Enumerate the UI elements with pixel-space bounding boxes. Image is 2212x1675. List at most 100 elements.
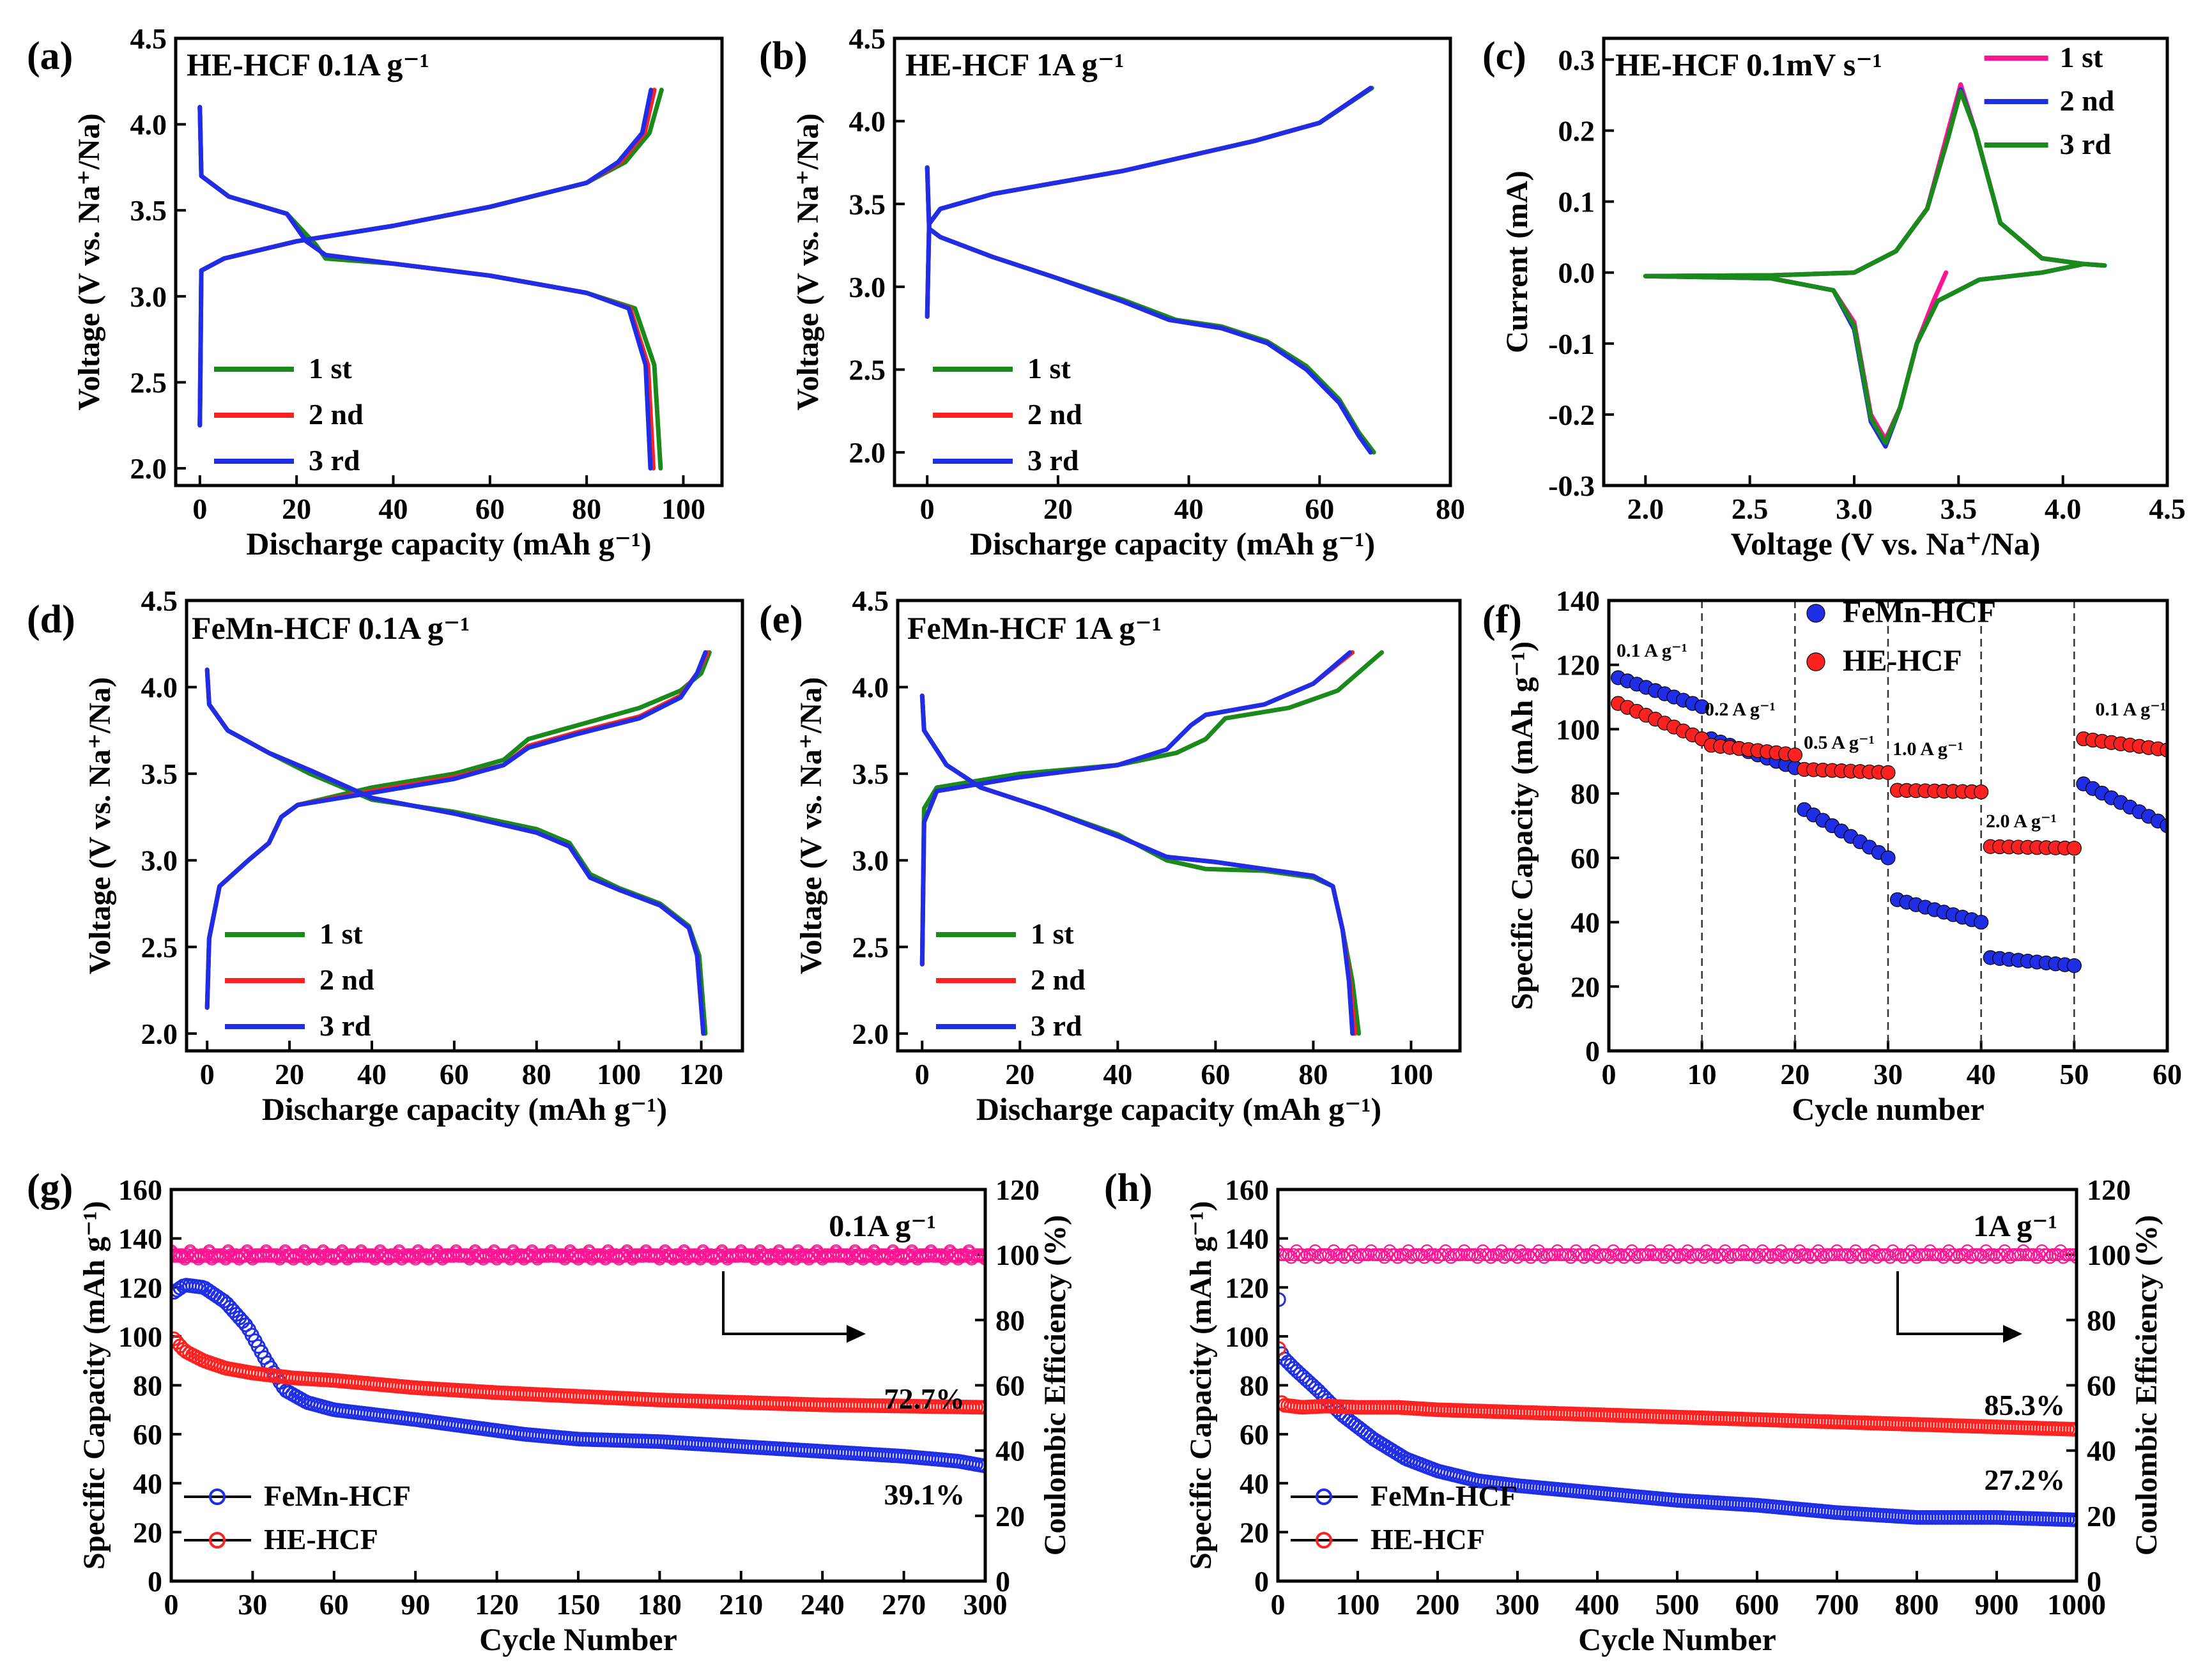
x-tick-label-b-4: 80 (1436, 493, 1465, 525)
retention-he-g: 72.7% (884, 1382, 965, 1415)
data-point-f-0-40 (1974, 914, 1989, 930)
ce-point-g-3-167 (618, 1248, 631, 1262)
ce-point-h-3-244 (1921, 1248, 1934, 1262)
y-tick-label-d-2: 3.0 (141, 845, 178, 877)
ce-point-h-3-299 (2067, 1248, 2077, 1262)
x-tick-label-f-3: 30 (1873, 1058, 1903, 1090)
y-tick-label-g-7: 140 (118, 1223, 162, 1255)
x-tick-label-f-4: 40 (1967, 1058, 1996, 1090)
arrow-line-g (722, 1271, 847, 1335)
ce-point-h-3-167 (1716, 1248, 1729, 1262)
ce-point-g-3-289 (949, 1248, 962, 1262)
plot-frame-g (169, 1188, 987, 1583)
y-tick-label-h-5: 100 (1225, 1320, 1269, 1353)
ce-point-h-3-139 (1641, 1248, 1655, 1262)
ce-point-h-3-219 (1854, 1248, 1868, 1262)
ce-point-h-3-284 (2027, 1248, 2041, 1262)
ce-point-g-3-109 (460, 1248, 473, 1262)
y-tick-label-b-0: 2.0 (849, 436, 886, 469)
x-axis-label-g: Cycle Number (479, 1621, 677, 1657)
x-tick-label-f-2: 20 (1780, 1058, 1809, 1090)
y-axis-label-b: Voltage (V vs. Na⁺/Na) (791, 113, 825, 410)
chart-title-e: FeMn-HCF 1A g⁻¹ (907, 610, 1162, 646)
plot-frame-b (893, 36, 1452, 487)
y-tick-label-f-3: 60 (1571, 842, 1600, 875)
x-tick-label-c-2: 3.0 (1836, 493, 1873, 525)
cap-point-h-1-260 (2069, 1421, 2077, 1437)
y-tick-label-h-0: 0 (1254, 1565, 1269, 1598)
ce-point-h-3-272 (1995, 1248, 2009, 1262)
y-tick-label-g-6: 120 (118, 1271, 162, 1304)
panel-label-b: (b) (759, 34, 808, 78)
x-tick-label-g-2: 60 (319, 1588, 349, 1621)
ce-point-h-3-149 (1668, 1248, 1681, 1262)
ce-point-g-3-134 (528, 1248, 542, 1262)
y-tick-label-g-2: 40 (133, 1467, 162, 1500)
series-b-3-rd-charge (925, 86, 1373, 319)
ce-point-g-3-244 (827, 1248, 840, 1262)
y-right-tick-label-h-3: 60 (2087, 1370, 2116, 1402)
y-right-tick-label-h-2: 40 (2087, 1435, 2116, 1467)
x-tick-label-g-10: 300 (964, 1588, 1008, 1621)
x-tick-label-d-2: 40 (357, 1058, 387, 1090)
legend-label-e-0: 1 st (1031, 917, 1074, 950)
y-tick-label-d-5: 4.5 (141, 585, 178, 617)
y-right-axis-label-h: Coulombic Efficiency (%) (2130, 1215, 2163, 1556)
data-point-f-0-10 (1694, 699, 1710, 714)
series-h-he-hcf-ce (1278, 1244, 2077, 1264)
ce-point-h-3-44 (1388, 1248, 1402, 1262)
ce-point-g-3-204 (718, 1248, 732, 1262)
ce-point-g-3-184 (664, 1248, 677, 1262)
x-tick-label-a-0: 0 (192, 493, 207, 525)
plot-area-h (1278, 1244, 2077, 1527)
ce-point-g-3-64 (338, 1248, 351, 1262)
ce-point-h-3-169 (1721, 1248, 1735, 1262)
y-right-tick-label-g-3: 60 (995, 1370, 1025, 1402)
legend-label-c-0: 1 st (2060, 41, 2103, 73)
retention-femn-h: 27.2% (1985, 1464, 2066, 1496)
y-tick-label-a-1: 2.5 (130, 366, 167, 399)
arrow-line-h (1896, 1271, 2003, 1335)
x-tick-label-e-1: 20 (1005, 1058, 1034, 1090)
panel-a: (a) HE-HCF 0.1A g⁻¹ 0 20 40 60 80 100 2.0 2.5 3.0 3… (27, 22, 724, 562)
x-tick-label-f-6: 60 (2153, 1058, 2182, 1090)
series-b-2-nd-charge (925, 86, 1373, 319)
y-tick-label-b-5: 4.5 (849, 22, 886, 55)
ce-point-g-3-202 (712, 1248, 726, 1262)
x-tick-label-a-2: 40 (378, 493, 408, 525)
y-tick-label-c-3: 0.0 (1558, 257, 1595, 289)
series-d-1-st-charge (204, 650, 712, 1010)
x-tick-label-h-5: 500 (1655, 1588, 1700, 1621)
y-axis-label-a: Voltage (V vs. Na⁺/Na) (72, 113, 106, 410)
x-axis-label-b: Discharge capacity (mAh g⁻¹) (970, 526, 1375, 562)
y-axis-label-e: Voltage (V vs. Na⁺/Na) (794, 677, 828, 974)
x-tick-label-f-5: 50 (2059, 1058, 2089, 1090)
x-tick-label-c-4: 4.0 (2045, 493, 2082, 525)
rate-label-f-3: 1.0 A g⁻¹ (1893, 738, 1963, 760)
x-tick-label-h-10: 1000 (2047, 1588, 2106, 1621)
plot-area-f (1610, 670, 2167, 974)
ce-point-g-3-269 (895, 1248, 908, 1262)
x-tick-label-f-0: 0 (1602, 1058, 1617, 1090)
ce-point-h-3-300 (2070, 1251, 2077, 1264)
y-right-tick-label-g-6: 120 (995, 1174, 1040, 1206)
ce-point-g-3-69 (352, 1248, 365, 1262)
y-tick-label-f-6: 120 (1556, 649, 1600, 682)
ce-point-h-3-109 (1562, 1248, 1575, 1262)
ce-point-h-3-104 (1548, 1248, 1562, 1262)
x-tick-label-h-6: 600 (1735, 1588, 1779, 1621)
x-axis-label-c: Voltage (V vs. Na⁺/Na) (1731, 526, 2041, 562)
panel-b: (b) HE-HCF 1A g⁻¹ 0 20 40 60 80 2.0 2.5 3.0 3.5 4.0… (759, 22, 1465, 562)
ce-point-h-3-79 (1482, 1248, 1495, 1262)
ce-point-g-3-62 (333, 1248, 346, 1262)
data-point-f-0-60 (2160, 818, 2167, 834)
x-tick-label-f-1: 10 (1687, 1058, 1717, 1090)
series-d-3-rd-discharge (204, 668, 706, 1036)
y-tick-label-f-5: 100 (1556, 713, 1600, 746)
chart-title-b: HE-HCF 1A g⁻¹ (905, 47, 1124, 82)
series-d-3-rd-charge (204, 650, 708, 1010)
y-tick-label-h-1: 20 (1240, 1516, 1269, 1549)
ce-point-h-3-184 (1761, 1248, 1774, 1262)
y-tick-label-g-8: 160 (118, 1174, 162, 1206)
plot-frame-h (1276, 1188, 2078, 1583)
